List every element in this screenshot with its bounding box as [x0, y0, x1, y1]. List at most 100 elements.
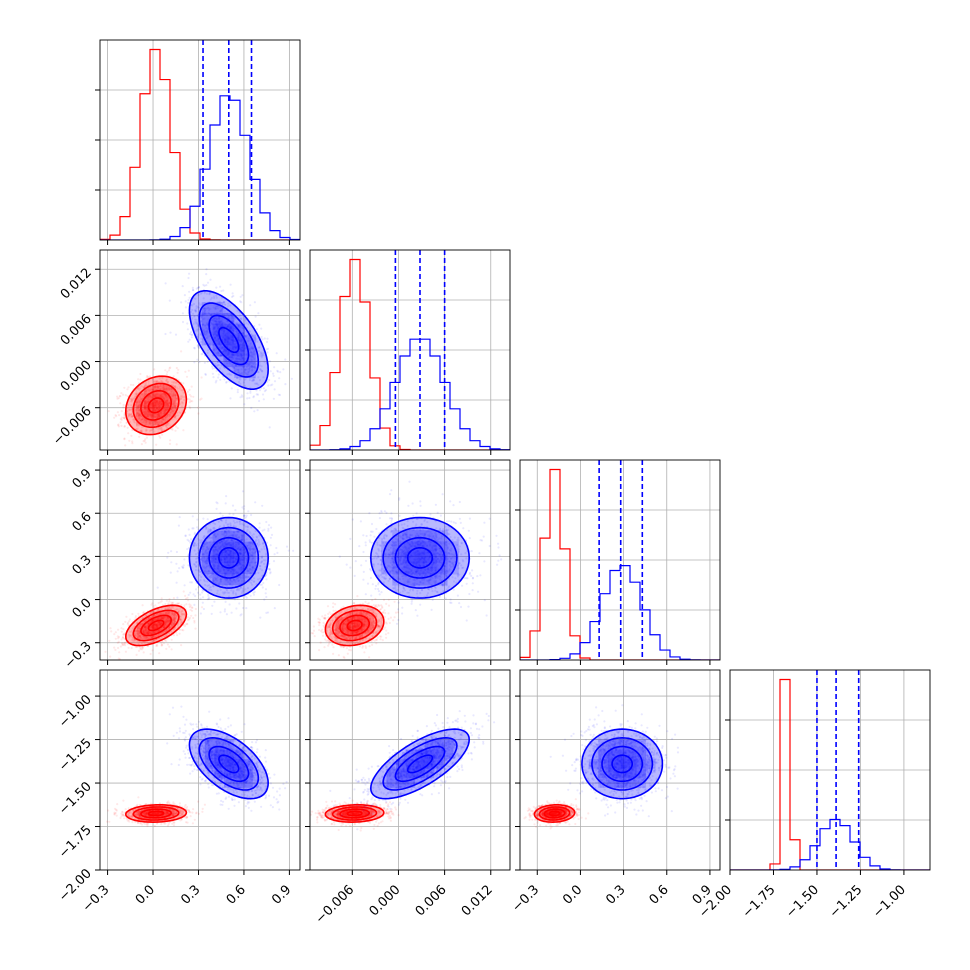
density-cell — [626, 778, 637, 788]
x-tick-label: 0.6 — [224, 882, 249, 907]
panel-content — [100, 40, 300, 240]
density-cell — [148, 815, 154, 821]
density-cell — [351, 633, 358, 640]
y-tick-label: −1.25 — [56, 736, 95, 775]
density-cell — [152, 409, 161, 418]
density-cell — [214, 740, 225, 750]
density-cell — [223, 334, 235, 346]
panel-1-0 — [95, 249, 301, 455]
panel-background — [520, 670, 720, 870]
density-cell — [164, 628, 170, 634]
contour-1 — [369, 728, 471, 800]
density-cell — [626, 768, 637, 779]
density-cell — [403, 552, 415, 564]
density-cell — [224, 740, 234, 750]
density-cell — [168, 393, 177, 402]
density-cell — [233, 778, 244, 788]
density-cell — [346, 617, 352, 623]
density-cell — [201, 552, 213, 564]
contour-1 — [601, 745, 644, 783]
y-tick-label: 0.012 — [58, 265, 95, 302]
density-cell — [362, 622, 369, 629]
panel-content — [520, 670, 720, 870]
density-cell — [212, 574, 224, 585]
panel-frame — [519, 669, 721, 871]
panel-frame — [99, 459, 301, 661]
density-cell — [425, 541, 437, 553]
panel-background — [100, 250, 300, 450]
density-cell — [335, 617, 341, 623]
density-cell — [212, 552, 224, 564]
density-cell — [547, 805, 553, 811]
density-cell — [415, 768, 425, 779]
density-cell — [245, 541, 256, 553]
contour-1 — [188, 516, 270, 599]
density-cell — [392, 541, 404, 553]
density-cell — [414, 552, 426, 564]
density-cell — [368, 628, 375, 634]
density-cell — [163, 805, 169, 811]
density-cell — [142, 622, 148, 629]
density-cell — [547, 815, 553, 821]
density-cell — [223, 530, 235, 542]
density-cell — [243, 759, 253, 769]
density-cell — [443, 740, 454, 750]
y-tick-label: 0.6 — [70, 509, 95, 534]
contour-1 — [406, 546, 434, 569]
density-cell — [436, 552, 448, 564]
density-cell — [447, 563, 459, 575]
panel-3-2 — [515, 669, 721, 875]
density-cell — [233, 768, 244, 779]
density-cell — [204, 759, 215, 769]
density-cell — [224, 768, 234, 779]
density-cell — [142, 633, 148, 640]
contour-0 — [140, 808, 173, 819]
density-cell — [245, 345, 256, 357]
density-cell — [212, 563, 224, 575]
contour-1 — [382, 736, 458, 791]
density-cell — [212, 323, 224, 335]
density-cell — [223, 345, 235, 357]
density-cell — [223, 574, 235, 585]
panel-content — [520, 460, 720, 660]
density-cell — [245, 334, 256, 346]
density-cell — [381, 552, 393, 564]
density-cell — [234, 323, 246, 335]
density-cell — [396, 768, 406, 779]
density-cell — [164, 611, 170, 618]
y-tick-label: −0.3 — [62, 639, 95, 672]
y-tick-label: −1.50 — [56, 779, 95, 818]
density-cell — [588, 759, 599, 769]
histogram-0 — [100, 48, 300, 240]
density-cell — [152, 401, 161, 410]
density-cell — [607, 778, 618, 788]
density-cell — [144, 393, 153, 402]
contour-1 — [382, 526, 458, 589]
density-cell — [160, 385, 169, 394]
x-tick-label: −1.00 — [870, 882, 909, 921]
density-cell — [234, 563, 246, 575]
histogram-1 — [310, 338, 510, 450]
panel-content — [310, 670, 510, 870]
density-cell — [142, 628, 148, 634]
density-cell — [405, 768, 416, 779]
density-cell — [144, 385, 153, 394]
density-cell — [234, 541, 246, 553]
y-tick-label: −1.75 — [56, 823, 95, 862]
density-cell — [357, 611, 363, 618]
density-cell — [415, 749, 425, 760]
density-cell — [386, 778, 397, 788]
x-tick-label: −1.50 — [783, 882, 822, 921]
density-cell — [135, 393, 145, 402]
density-cell — [357, 633, 363, 640]
density-cell — [392, 563, 404, 575]
density-cell — [351, 622, 358, 629]
x-tick-label: 0.012 — [459, 882, 496, 919]
panel-content — [100, 250, 300, 450]
density-cell — [153, 633, 159, 640]
contour-0 — [132, 609, 180, 642]
density-cell — [598, 740, 608, 750]
contour-1 — [188, 728, 270, 800]
density-cell — [234, 530, 246, 542]
